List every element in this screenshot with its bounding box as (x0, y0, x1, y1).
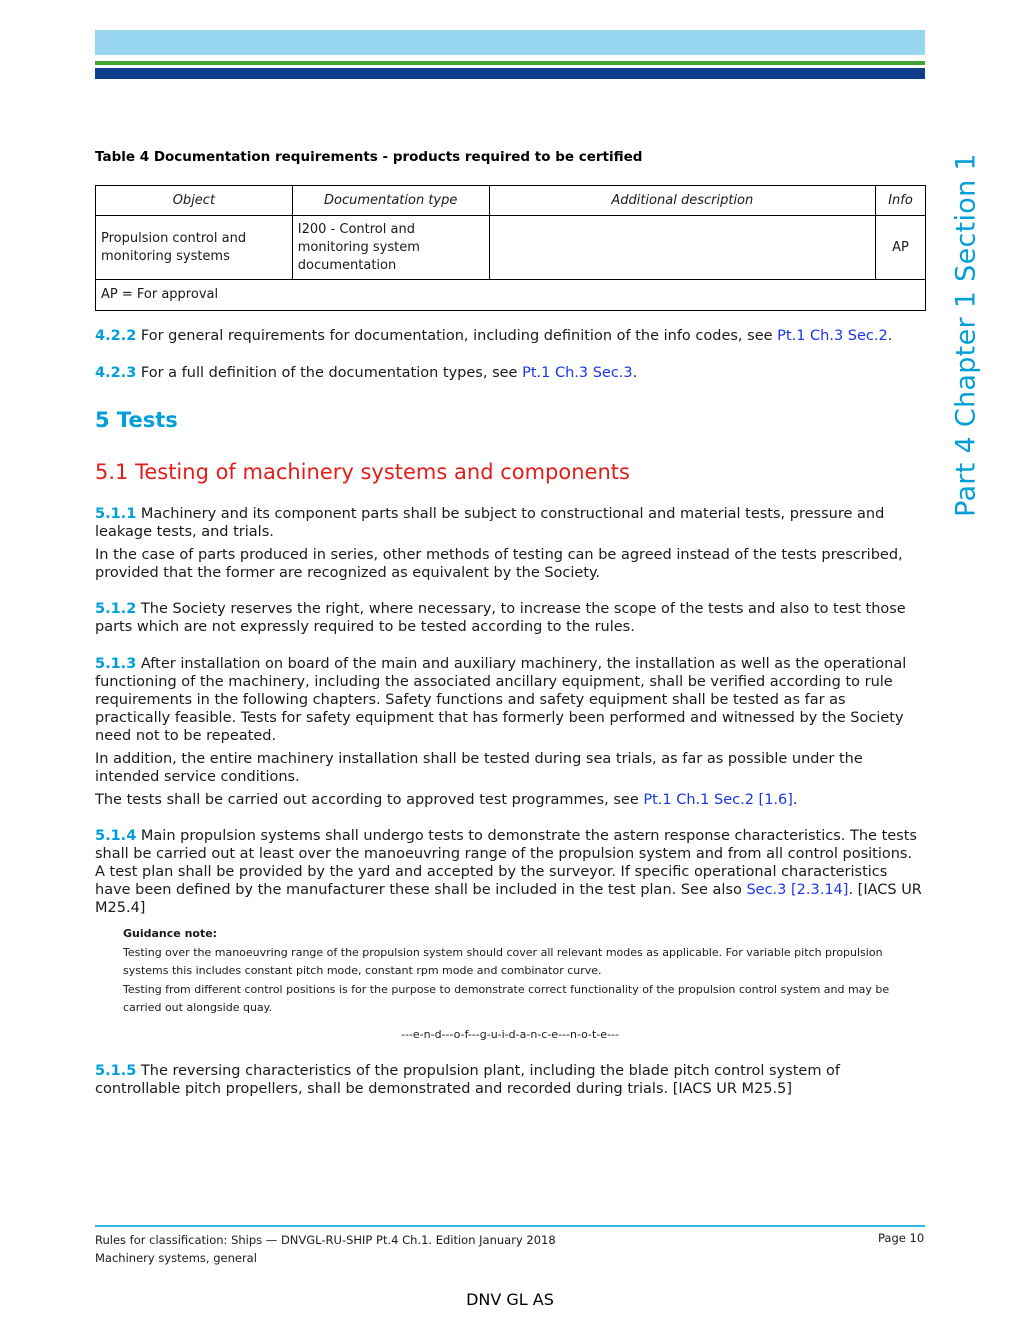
table-row: Propulsion control and monitoring system… (95, 215, 926, 280)
header-band-light (95, 30, 925, 55)
table-header-row: Object Documentation type Additional des… (95, 185, 926, 216)
table-cell-info: AP (875, 215, 926, 280)
guidance-title: Guidance note: (123, 927, 218, 940)
header-band-green (95, 61, 925, 65)
footer-info: Rules for classification: Ships — DNVGL-… (95, 1231, 556, 1267)
paragraph-text: Machinery and its component parts shall … (95, 506, 885, 540)
paragraph-5-1-1-cont: In the case of parts produced in series,… (95, 547, 903, 581)
paragraph-text: The reversing characteristics of the pro… (95, 1063, 841, 1097)
reference-link[interactable]: Pt.1 Ch.3 Sec.3 (522, 365, 633, 381)
paragraph-4-2-2: 4.2.2 For general requirements for docum… (95, 328, 893, 344)
paragraph-text: After installation on board of the main … (95, 656, 907, 744)
table-caption: Table 4 Documentation requirements - pro… (95, 149, 643, 165)
table-cell-object: Propulsion control and monitoring system… (95, 215, 293, 280)
guidance-text: Testing from different control positions… (123, 983, 890, 1014)
paragraph-5-1-3-cont: In addition, the entire machinery instal… (95, 751, 863, 785)
footer-divider (95, 1225, 925, 1227)
paragraph-text: For general requirements for documentati… (136, 328, 778, 344)
paragraph-5-1-4: 5.1.4 Main propulsion systems shall unde… (95, 828, 922, 916)
header-band-blue (95, 68, 925, 79)
page-number: Page 10 (878, 1231, 925, 1245)
paragraph-number: 4.2.3 (95, 365, 137, 381)
section-heading: 5 Tests (95, 408, 178, 432)
paragraph-number: 5.1.4 (95, 828, 137, 844)
guidance-end-marker: ---e-n-d---o-f---g-u-i-d-a-n-c-e---n-o-t… (401, 1028, 619, 1041)
table-header-object: Object (95, 185, 293, 216)
paragraph-number: 5.1.3 (95, 656, 137, 672)
reference-link[interactable]: Sec.3 [2.3.14] (746, 882, 849, 898)
table-footnote: AP = For approval (95, 279, 926, 311)
paragraph-5-1-2: 5.1.2 The Society reserves the right, wh… (95, 600, 925, 636)
guidance-note: Guidance note: Testing over the manoeuvr… (123, 925, 903, 1017)
paragraph-number: 5.1.5 (95, 1063, 137, 1079)
table-cell-description (488, 215, 877, 280)
paragraph-4-2-3: 4.2.3 For a full definition of the docum… (95, 365, 638, 381)
paragraph-5-1-5: 5.1.5 The reversing characteristics of t… (95, 1062, 925, 1098)
side-section-label: Part 4 Chapter 1 Section 1 (950, 153, 982, 517)
table-header-info: Info (875, 185, 926, 216)
paragraph-text: Main propulsion systems shall undergo te… (95, 828, 917, 898)
company-name: DNV GL AS (466, 1290, 554, 1309)
reference-link[interactable]: Pt.1 Ch.3 Sec.2 (777, 328, 888, 344)
reference-link[interactable]: Pt.1 Ch.1 Sec.2 [1.6] (643, 792, 793, 808)
paragraph-text: For a full definition of the documentati… (136, 365, 523, 381)
paragraph-number: 4.2.2 (95, 328, 137, 344)
paragraph-number: 5.1.1 (95, 506, 137, 522)
table-header-description: Additional description (488, 185, 877, 216)
paragraph-text: The Society reserves the right, where ne… (95, 601, 906, 635)
table-footnote-row: AP = For approval (95, 279, 926, 311)
table-header-doc-type: Documentation type (291, 185, 490, 216)
paragraph-5-1-1: 5.1.1 Machinery and its component parts … (95, 505, 925, 541)
guidance-text: Testing over the manoeuvring range of th… (123, 946, 883, 977)
paragraph-5-1-3: 5.1.3 After installation on board of the… (95, 655, 925, 745)
footer-document-subtitle: Machinery systems, general (95, 1251, 257, 1265)
subsection-heading: 5.1 Testing of machinery systems and com… (95, 460, 630, 484)
footer-document-title: Rules for classification: Ships — DNVGL-… (95, 1233, 556, 1247)
paragraph-number: 5.1.2 (95, 601, 137, 617)
documentation-table: Object Documentation type Additional des… (95, 185, 926, 311)
table-cell-doc-type: I200 - Control and monitoring system doc… (291, 215, 490, 280)
paragraph-5-1-3-tests: The tests shall be carried out according… (95, 792, 798, 808)
